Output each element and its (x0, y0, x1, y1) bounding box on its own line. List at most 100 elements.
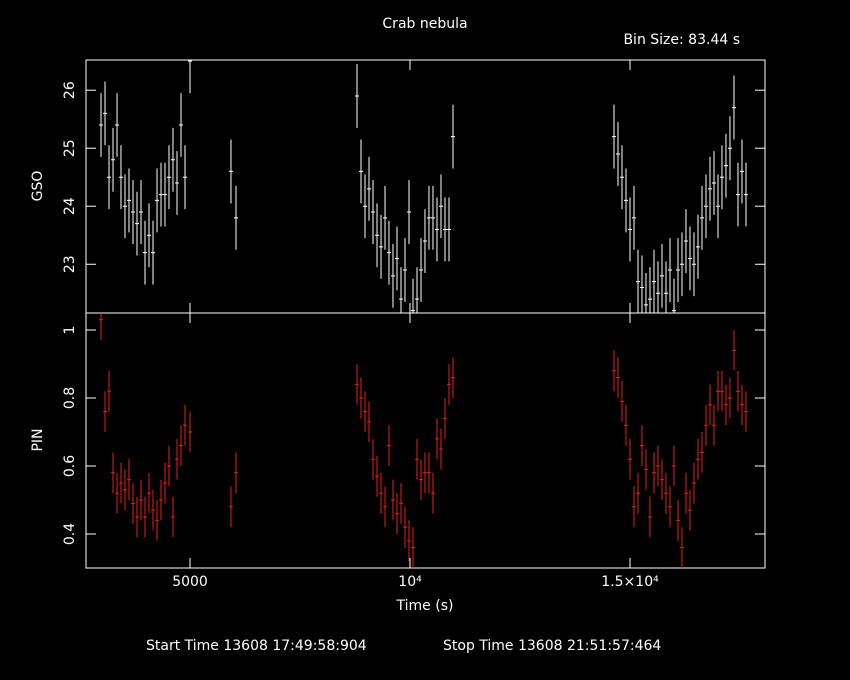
error-bar (664, 261, 669, 313)
error-bar (446, 364, 451, 405)
error-bar (143, 220, 148, 285)
error-bar (643, 272, 648, 313)
error-bar (731, 330, 736, 371)
error-bar (155, 168, 160, 233)
error-bar (719, 145, 724, 210)
error-bar (115, 93, 120, 157)
error-bar (174, 151, 179, 215)
error-bar (151, 220, 156, 285)
error-bar (695, 438, 700, 480)
error-bar (159, 162, 164, 227)
error-bar (719, 370, 724, 412)
error-bar (442, 398, 447, 439)
error-bar (402, 506, 407, 548)
error-bar (398, 267, 403, 313)
error-bar (170, 496, 175, 538)
error-bar (379, 214, 384, 279)
error-bar (162, 462, 167, 504)
error-bar (643, 449, 648, 490)
error-bar (451, 104, 455, 169)
error-bar (723, 384, 728, 426)
error-bar (394, 493, 399, 534)
error-bar (138, 180, 143, 244)
start-time: Start Time 13608 17:49:58:904 (146, 638, 367, 654)
error-bar (159, 479, 164, 521)
error-bar (727, 377, 732, 419)
error-bar (122, 174, 127, 239)
error-bar (739, 139, 744, 204)
error-bar (228, 486, 233, 528)
error-bar (411, 527, 416, 568)
error-bar (620, 381, 625, 422)
error-bar (138, 479, 143, 521)
error-bar (426, 452, 431, 494)
error-bar (668, 238, 673, 302)
error-bar (383, 185, 388, 250)
error-bar (143, 496, 148, 538)
error-bar (419, 238, 424, 302)
error-bar (99, 313, 104, 341)
error-bar (415, 438, 420, 480)
y-axis-label: GSO (30, 171, 46, 202)
error-bar (442, 197, 447, 262)
error-bar (691, 232, 696, 297)
error-bar (446, 197, 451, 262)
error-bar (228, 139, 233, 204)
error-bar (379, 472, 384, 514)
error-bar (178, 425, 183, 466)
error-bar (188, 60, 193, 94)
error-bar (708, 156, 713, 221)
data-points (99, 313, 748, 568)
error-bar (624, 404, 629, 446)
data-points (99, 60, 748, 313)
error-bar (615, 357, 620, 398)
chart-title: Crab nebula (382, 16, 467, 32)
error-bar (363, 174, 368, 239)
y-tick-label: 24 (62, 197, 78, 215)
y-tick-label: 0.4 (62, 523, 78, 545)
error-bar (358, 139, 363, 204)
error-bar (354, 364, 359, 405)
error-bar (103, 391, 108, 432)
error-bar (695, 214, 700, 279)
y-tick-label: 26 (62, 81, 78, 99)
error-bar (390, 243, 395, 308)
error-bar (672, 278, 677, 313)
error-bar (703, 404, 708, 446)
error-bar (672, 445, 677, 487)
error-bar (632, 486, 637, 528)
error-bar (664, 472, 669, 514)
error-bar (679, 527, 684, 568)
error-bar (615, 122, 620, 186)
error-bar (166, 445, 171, 487)
error-bar (683, 472, 688, 514)
error-bar (383, 486, 388, 528)
error-bar (118, 462, 123, 504)
error-bar (182, 404, 187, 446)
error-bar (647, 496, 652, 538)
error-bar (655, 261, 660, 313)
error-bar (620, 145, 625, 210)
error-bar (699, 185, 704, 250)
y-tick-label: 1 (62, 326, 78, 335)
error-bar (430, 472, 435, 514)
error-bar (411, 278, 416, 313)
error-bar (687, 226, 692, 291)
error-bar (118, 145, 123, 210)
y-tick-label: 23 (62, 255, 78, 273)
error-bar (111, 452, 116, 494)
error-bar (394, 226, 399, 291)
x-tick-label: 10⁴ (398, 574, 422, 590)
error-bar (151, 489, 156, 531)
error-bar (178, 93, 183, 157)
error-bar (426, 185, 431, 250)
error-bar (430, 185, 435, 250)
error-bar (708, 384, 713, 426)
error-bar (716, 370, 721, 412)
error-bar (99, 93, 104, 157)
error-bar (655, 445, 660, 487)
error-bar (182, 145, 187, 210)
error-bar (188, 411, 193, 453)
error-bar (659, 459, 664, 500)
